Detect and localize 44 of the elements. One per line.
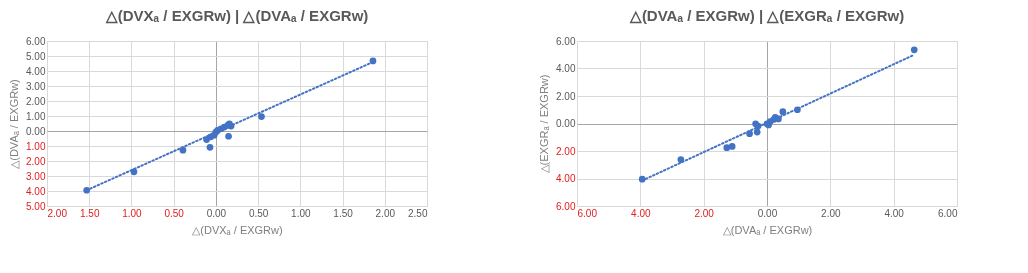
- x-axis-title: △(DVAₐ / EXGRw): [722, 223, 813, 236]
- point: [225, 132, 232, 140]
- y-tick-label: 2.00: [26, 155, 46, 167]
- y-tick-label: 4.00: [556, 173, 576, 184]
- x-tick-label: 0.50: [248, 207, 269, 219]
- y-tick-label: 1.00: [26, 140, 46, 152]
- x-tick-label: 0.50: [164, 207, 185, 219]
- point: [206, 144, 214, 151]
- y-tick-label: 6.00: [556, 35, 576, 47]
- chart-title: △(DVAₐ / EXGRw) | △(EXGRₐ / EXGRw): [628, 7, 905, 24]
- x-tick-label: 4.00: [631, 207, 651, 219]
- x-tick-label: 1.50: [79, 207, 100, 219]
- x-tick-label: 6.00: [577, 207, 598, 219]
- x-tick-label: 0.00: [206, 207, 227, 219]
- y-tick-label: 5.00: [26, 50, 46, 62]
- y-tick-label: 1.00: [26, 110, 46, 122]
- y-tick-label: 4.00: [26, 185, 46, 197]
- x-tick-label: 0.00: [757, 207, 778, 219]
- x-tick-label: 6.00: [938, 207, 958, 219]
- x-tick-label: 4.00: [884, 207, 905, 219]
- y-axis-title: △(EXGRₐ / EXGRw): [538, 74, 551, 174]
- x-tick-label: 2.00: [47, 207, 68, 219]
- y-tick-label: 0.00: [556, 118, 576, 129]
- x-tick-label: 2.00: [375, 207, 396, 219]
- x-tick-label: 1.00: [122, 207, 143, 219]
- y-tick-label: 3.00: [26, 80, 46, 92]
- x-tick-label: 2.50: [408, 207, 428, 219]
- x-tick-label: 1.00: [291, 207, 311, 219]
- y-tick-label: 5.00: [26, 200, 46, 212]
- y-tick-label: 4.00: [26, 65, 46, 77]
- x-tick-label: 2.00: [821, 207, 841, 219]
- y-tick-label: 6.00: [26, 35, 46, 47]
- chart-title: △(DVXₐ / EXGRw) | △(DVAₐ / EXGRw): [104, 7, 369, 24]
- x-tick-label: 2.00: [694, 207, 715, 219]
- y-tick-label: 0.00: [26, 125, 46, 137]
- y-tick-label: 2.00: [26, 95, 46, 107]
- point: [258, 113, 265, 120]
- y-tick-label: 3.00: [26, 170, 46, 182]
- x-tick-label: 1.50: [333, 207, 354, 219]
- y-tick-label: 4.00: [556, 63, 576, 74]
- x-axis-title: △(DVXₐ / EXGRw): [192, 223, 283, 236]
- y-tick-label: 2.00: [556, 145, 576, 157]
- y-tick-label: 2.00: [556, 90, 576, 102]
- y-axis-title: △(DVAₐ / EXGRw): [8, 79, 21, 169]
